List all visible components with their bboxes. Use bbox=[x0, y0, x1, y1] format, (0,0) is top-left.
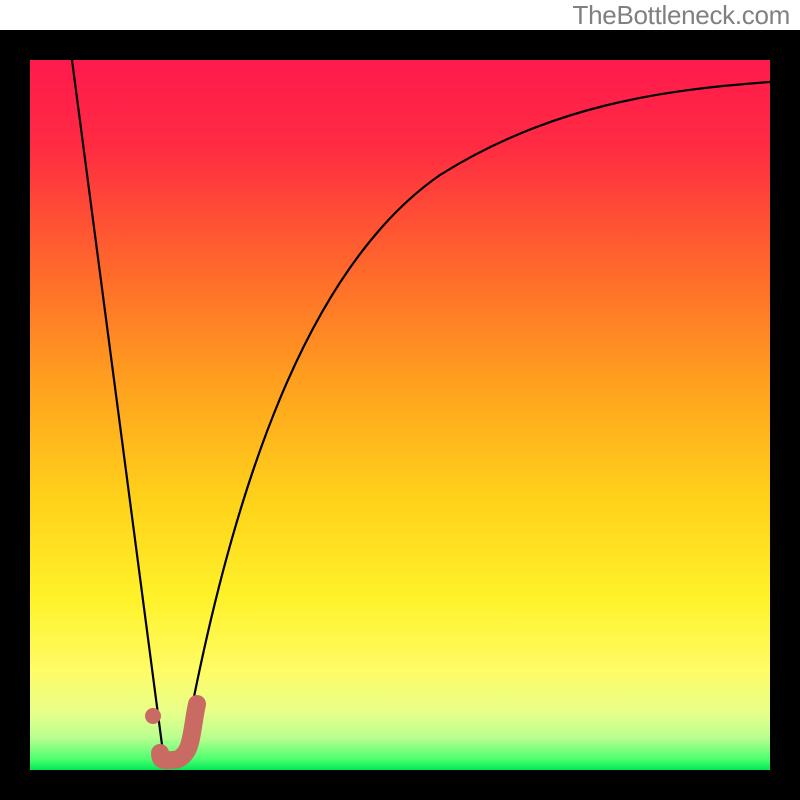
figure-root: TheBottleneck.com bbox=[0, 0, 800, 800]
watermark-text: TheBottleneck.com bbox=[0, 0, 800, 30]
plot-gradient-background bbox=[30, 60, 770, 770]
